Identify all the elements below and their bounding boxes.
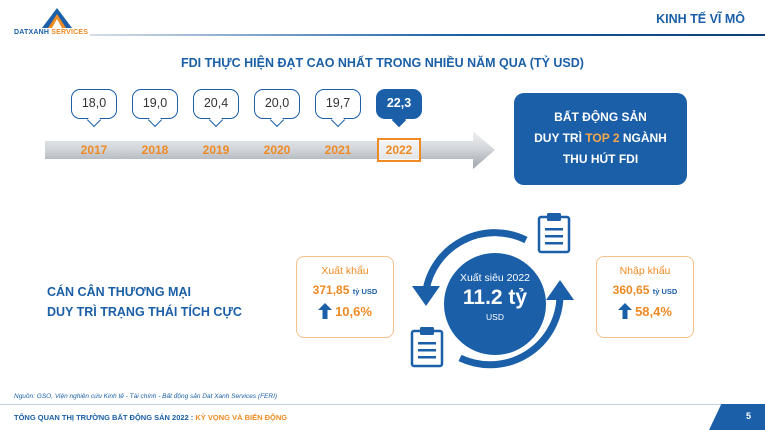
footer-title: TỔNG QUAN THỊ TRƯỜNG BẤT ĐỘNG SẢN 2022 :…	[14, 413, 288, 422]
fdi-value-bubble: 22,3	[376, 89, 422, 119]
export-change: 10,6%	[297, 303, 393, 319]
timeline-year: 2018	[141, 143, 169, 157]
timeline-year: 2019	[202, 143, 230, 157]
timeline-year: 2022	[377, 138, 421, 162]
export-card: Xuất khẩu 371,85 tỷ USD 10,6%	[296, 256, 394, 338]
surplus-unit: USD	[486, 312, 504, 322]
up-arrow-icon	[318, 303, 333, 319]
fdi-value-bubble: 20,0	[254, 89, 300, 119]
section-title: KINH TẾ VĨ MÔ	[656, 12, 745, 26]
fdi-value-bubble: 18,0	[71, 89, 117, 119]
import-card: Nhập khẩu 360,65 tỷ USD 58,4%	[596, 256, 694, 338]
export-value: 371,85 tỷ USD	[312, 283, 378, 297]
fdi-value-bubble: 19,7	[315, 89, 361, 119]
fdi-value-bubble: 19,0	[132, 89, 178, 119]
brand-logo: DATXANH SERVICES	[14, 8, 104, 38]
callout-line-3: THU HÚT FDI	[562, 152, 639, 166]
up-arrow-icon	[618, 303, 633, 319]
header-divider	[90, 34, 765, 36]
surplus-label: Xuất siêu 2022	[459, 272, 531, 284]
fdi-value-bubble: 20,4	[193, 89, 239, 119]
import-label: Nhập khẩu	[619, 265, 671, 277]
page-number: 5	[745, 411, 751, 421]
surplus-value: 11.2 tỷ	[462, 286, 528, 309]
import-value: 360,65 tỷ USD	[612, 283, 678, 297]
source-note: Nguồn: GSO, Viện nghiên cứu Kinh tế - Tà…	[14, 393, 278, 400]
import-change: 58,4%	[597, 303, 693, 319]
fdi-heading: FDI THỰC HIỆN ĐẠT CAO NHẤT TRONG NHIỀU N…	[181, 56, 584, 70]
footer-divider	[0, 404, 765, 405]
clipboard-icon	[537, 213, 571, 254]
logo-mark-icon	[42, 8, 72, 28]
surplus-circle: Xuất siêu 2022 11.2 tỷ USD	[444, 253, 546, 355]
timeline-year: 2021	[324, 143, 352, 157]
callout-line-2: DUY TRÌ TOP 2 NGÀNH	[534, 131, 667, 145]
timeline-year: 2017	[80, 143, 108, 157]
footer-bar	[709, 404, 765, 430]
callout-line-1: BẤT ĐỘNG SẢN	[554, 110, 647, 124]
timeline-year: 2020	[263, 143, 291, 157]
cycle-arrows-icon	[412, 229, 574, 369]
fdi-callout: BẤT ĐỘNG SẢN DUY TRÌ TOP 2 NGÀNH THU HÚT…	[514, 93, 687, 185]
export-label: Xuất khẩu	[321, 265, 369, 277]
trade-title: CÁN CÂN THƯƠNG MẠI DUY TRÌ TRẠNG THÁI TÍ…	[47, 285, 242, 319]
brand-name: DATXANH SERVICES	[14, 29, 89, 36]
timeline-arrow-icon	[45, 131, 495, 169]
clipboard-icon	[410, 327, 444, 368]
